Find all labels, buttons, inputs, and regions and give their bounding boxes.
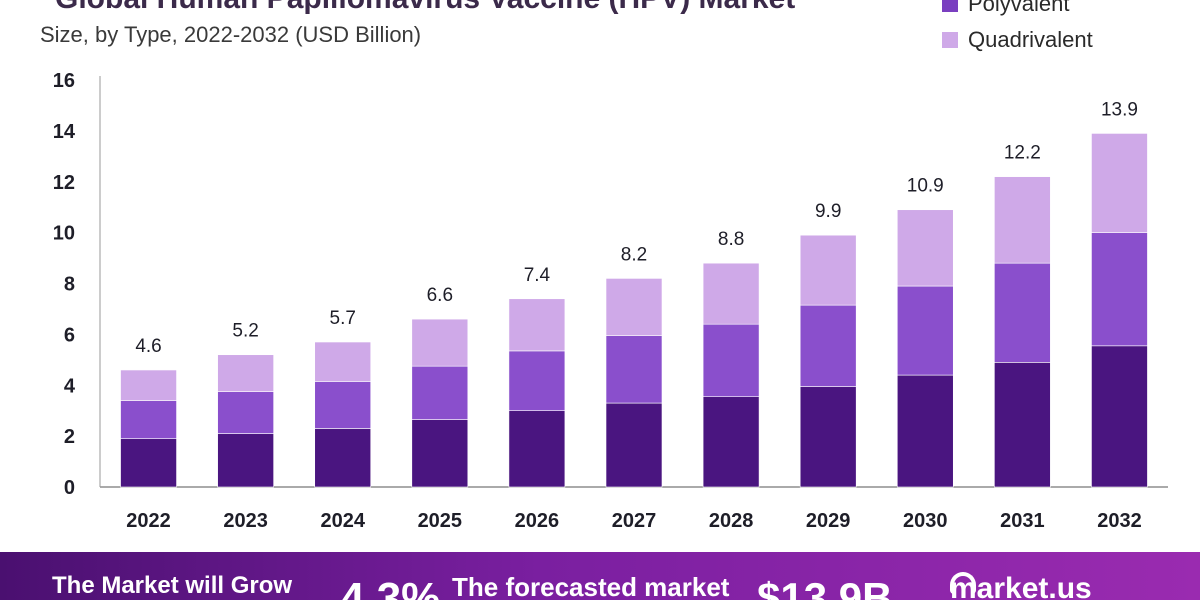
bar-segment-2031-s2 — [994, 176, 1051, 264]
bar-segment-2032-s2 — [1091, 133, 1148, 233]
bar-segment-2032-s0 — [1091, 345, 1148, 488]
bar-total-label: 6.6 — [427, 285, 453, 306]
y-tick-label: 8 — [64, 274, 75, 296]
bar-segment-2023-s1 — [217, 391, 274, 434]
bar-segment-2024-s0 — [314, 428, 372, 488]
bar-segment-2028-s2 — [702, 262, 760, 325]
legend-label-quadrivalent: Quadrivalent — [968, 27, 1093, 52]
y-tick-label: 12 — [53, 172, 75, 194]
x-tick-label: 2022 — [126, 510, 171, 532]
bar-segment-2030-s0 — [896, 374, 954, 488]
bar-total-label: 8.8 — [718, 229, 744, 250]
legend-label-polyvalent: Polyvalent — [968, 0, 1070, 16]
bar-segment-2031-s1 — [994, 262, 1051, 363]
bar-segment-2026-s0 — [508, 410, 566, 488]
bar-total-label: 7.4 — [524, 265, 551, 286]
x-tick-label: 2024 — [320, 510, 365, 532]
bar-total-label: 8.2 — [621, 244, 647, 265]
footer-forecast-text: The forecasted market — [452, 572, 730, 600]
y-tick-label: 10 — [53, 223, 75, 245]
bar-segment-2022-s0 — [120, 438, 177, 488]
bar-segment-2029-s0 — [799, 386, 857, 488]
bar-segment-2027-s2 — [605, 278, 663, 336]
bar-segment-2029-s2 — [799, 234, 857, 306]
bar-segment-2022-s1 — [120, 400, 177, 439]
x-tick-label: 2028 — [709, 510, 754, 532]
bar-total-label: 5.2 — [232, 321, 258, 342]
logo-text: market.us — [950, 572, 1092, 600]
x-tick-label: 2023 — [223, 510, 268, 532]
bar-segment-2028-s1 — [702, 323, 760, 397]
x-tick-label: 2030 — [903, 510, 948, 532]
bar-total-label: 10.9 — [907, 176, 944, 197]
bar-segment-2026-s2 — [508, 298, 566, 352]
bar-total-label: 13.9 — [1101, 99, 1138, 120]
bar-total-label: 9.9 — [815, 201, 841, 222]
bar-segment-2023-s0 — [217, 433, 274, 488]
y-tick-label: 6 — [64, 324, 75, 346]
bar-segment-2023-s2 — [217, 354, 274, 392]
footer-banner: The Market will Grow 4.3% The forecasted… — [0, 552, 1200, 600]
bar-segment-2030-s2 — [896, 209, 954, 287]
footer-cagr: 4.3% — [340, 574, 441, 600]
bar-segment-2025-s0 — [411, 419, 469, 488]
bar-segment-2031-s0 — [994, 362, 1051, 488]
chart-subtitle: Size, by Type, 2022-2032 (USD Billion) — [40, 22, 422, 47]
bar-segment-2026-s1 — [508, 350, 566, 411]
footer-forecast-value: $13.9B — [757, 574, 893, 600]
y-tick-label: 16 — [53, 70, 75, 92]
chart-title: Global Human Papillomavirus Vaccine (HPV… — [55, 0, 795, 16]
bar-segment-2022-s2 — [120, 369, 177, 401]
y-tick-label: 14 — [53, 121, 76, 143]
legend: Polyvalent Quadrivalent — [942, 0, 1093, 58]
legend-item-polyvalent: Polyvalent — [942, 0, 1093, 22]
bar-segment-2030-s1 — [896, 285, 954, 376]
y-tick-label: 0 — [64, 477, 75, 499]
footer-grow-text: The Market will Grow — [52, 572, 293, 599]
logo-icon — [950, 572, 976, 594]
legend-swatch-quadrivalent — [942, 32, 958, 48]
bar-segment-2029-s1 — [799, 304, 857, 387]
x-tick-label: 2027 — [612, 510, 657, 532]
x-tick-label: 2025 — [418, 510, 463, 532]
bar-total-label: 12.2 — [1004, 143, 1041, 164]
x-tick-label: 2026 — [515, 510, 560, 532]
x-tick-label: 2032 — [1097, 510, 1142, 532]
legend-item-quadrivalent: Quadrivalent — [942, 22, 1093, 58]
bar-segment-2024-s1 — [314, 381, 372, 429]
bar-segment-2028-s0 — [702, 396, 760, 488]
bar-segment-2025-s2 — [411, 318, 469, 367]
bar-segment-2025-s1 — [411, 365, 469, 420]
x-tick-label: 2031 — [1000, 510, 1045, 532]
stacked-bar-chart: 0 2 4 6 8 10 12 14 16 4.6 2022 5.2 2023 5.7 2024 6.6 202… — [53, 70, 1168, 532]
bar-segment-2024-s2 — [314, 341, 372, 382]
x-tick-label: 2029 — [806, 510, 851, 532]
bar-segment-2027-s1 — [605, 335, 663, 404]
bar-segment-2032-s1 — [1091, 232, 1148, 347]
legend-swatch-polyvalent — [942, 0, 958, 12]
y-tick-label: 4 — [64, 375, 76, 397]
y-tick-label: 2 — [64, 426, 75, 448]
bar-total-label: 4.6 — [135, 336, 161, 357]
bar-total-label: 5.7 — [330, 308, 356, 329]
bar-segment-2027-s0 — [605, 402, 663, 488]
